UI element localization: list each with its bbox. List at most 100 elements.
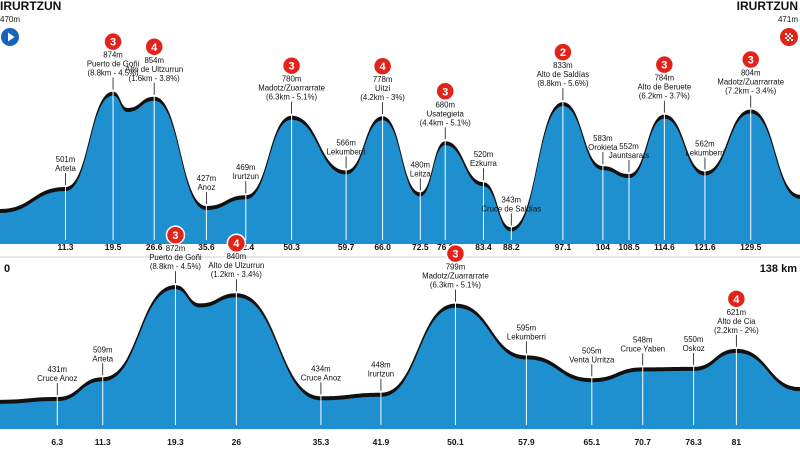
category-number: 4 <box>380 61 387 73</box>
point-name: Arteta <box>55 164 76 173</box>
point-climb-detail: (6.3km - 5.1%) <box>266 93 318 102</box>
top-profile-panel: 11.3 19.5 26.6 35.6 42.4 50.3 59.7 66.0 72.5 76.8… <box>0 31 800 252</box>
axis-start-label: 0 <box>4 263 10 275</box>
category-badge: 3 <box>435 81 455 102</box>
point-altitude: 784m <box>655 74 675 83</box>
point-name: Jauntsarats <box>609 151 649 160</box>
point-name: Leitza <box>410 169 431 178</box>
point-name: Alto de Cia <box>717 317 756 326</box>
point-altitude: 780m <box>282 75 302 84</box>
point-altitude: 595m <box>517 323 537 332</box>
point-name: Lekumberri <box>327 147 366 156</box>
tick-label: 57.9 <box>518 437 535 447</box>
point-name: Ezkurra <box>470 159 498 168</box>
point-name: Irurtzun <box>368 370 394 379</box>
tick-label: 6.3 <box>51 437 63 447</box>
point-altitude: 548m <box>633 335 653 344</box>
point-altitude: 583m <box>593 134 613 143</box>
profile-area <box>0 289 800 429</box>
point-altitude: 833m <box>553 61 573 70</box>
distance-axis: 0 138 km <box>0 256 800 275</box>
category-number: 4 <box>733 294 740 306</box>
point-name: Oskoz <box>683 344 705 353</box>
point-climb-detail: (2.2km - 2%) <box>714 326 759 335</box>
tick-label: 19.5 <box>105 242 122 252</box>
point-name: Cruce de Saldías <box>481 204 541 213</box>
axis-end-label: 138 km <box>760 263 798 275</box>
category-badge: 4 <box>226 233 247 253</box>
point-name: Alto de Saldías <box>537 70 590 79</box>
point-altitude: 874m <box>103 51 123 60</box>
point-name: Madotz/Zuarrarrate <box>422 272 489 281</box>
point-name: Uitzi <box>375 84 390 93</box>
tick-label: 50.1 <box>447 437 464 447</box>
point-altitude: 562m <box>695 139 715 148</box>
category-number: 3 <box>172 230 178 242</box>
category-badge: 3 <box>165 225 186 245</box>
tick-label: 11.3 <box>57 242 73 252</box>
point-altitude: 799m <box>446 263 466 272</box>
category-badge: 3 <box>654 54 675 75</box>
category-badge: 4 <box>144 37 164 57</box>
category-badge: 4 <box>726 289 747 309</box>
profile-base <box>0 425 800 429</box>
category-badge: 3 <box>740 49 761 70</box>
point-altitude: 448m <box>371 361 391 370</box>
tick-label: 35.6 <box>198 242 215 252</box>
point-name: Madotz/Zuarrarrate <box>258 84 325 93</box>
point-climb-detail: (6.3km - 5.1%) <box>430 281 482 290</box>
tick-label: 104 <box>596 242 610 252</box>
tick-label: 41.9 <box>373 437 390 447</box>
category-badge: 2 <box>553 42 573 62</box>
tick-label: 70.7 <box>634 437 651 447</box>
point-altitude: 621m <box>727 308 747 317</box>
point-altitude: 501m <box>56 155 76 164</box>
point-altitude: 431m <box>48 365 68 374</box>
tick-label: 129.5 <box>740 242 762 252</box>
point-name: Cruce Yaben <box>620 344 665 353</box>
point-name: Irurtzun <box>233 172 259 181</box>
point-name: Venta Urritza <box>569 355 615 364</box>
point-altitude: 854m <box>144 56 164 65</box>
finish-location-name: IRURTZUN <box>736 0 798 13</box>
tick-label: 26.6 <box>146 242 163 252</box>
point-climb-detail: (8.8km - 5.6%) <box>537 79 589 88</box>
tick-label: 19.3 <box>167 437 184 447</box>
point-altitude: 434m <box>311 364 331 373</box>
tick-label: 108.5 <box>618 242 640 252</box>
profile-base <box>0 240 800 244</box>
point-altitude: 505m <box>582 346 602 355</box>
category-badge: 3 <box>103 31 123 52</box>
point-name: Cruce Anoz <box>37 374 77 383</box>
point-altitude: 509m <box>93 345 113 354</box>
tick-label: 97.1 <box>555 242 572 252</box>
tick-label: 76.8 <box>437 242 454 252</box>
bottom-profile-panel: 6.3 11.3 19.3 26 35.3 41.9 50.1 57.9 65.1 70.7 76.… <box>0 225 800 447</box>
point-name: Usategieta <box>427 109 465 118</box>
point-name: Orokieta <box>588 143 618 152</box>
tick-label: 81 <box>732 437 742 447</box>
point-altitude: 680m <box>435 100 455 109</box>
tick-label: 83.4 <box>475 242 492 252</box>
tick-label: 66.0 <box>374 242 391 252</box>
tick-label: 76.3 <box>685 437 702 447</box>
point-name: Alto de Beruete <box>637 83 691 92</box>
point-name: Arteta <box>92 354 113 363</box>
tick-label: 88.2 <box>503 242 520 252</box>
tick-label: 42.4 <box>238 242 255 252</box>
point-altitude: 566m <box>336 138 356 147</box>
point-altitude: 550m <box>684 335 704 344</box>
play-arrow-icon <box>1 28 19 46</box>
category-number: 3 <box>289 61 295 73</box>
category-number: 3 <box>748 55 754 67</box>
point-altitude: 552m <box>619 142 639 151</box>
category-badge: 4 <box>372 56 393 76</box>
profile-area <box>0 95 800 244</box>
point-climb-detail: (6.2km - 3.7%) <box>639 92 691 101</box>
point-name: Madotz/Zuarrarrate <box>717 78 784 87</box>
start-altitude: 470m <box>0 15 21 24</box>
point-climb-detail: (8.8km - 4.5%) <box>150 262 202 271</box>
point-altitude: 872m <box>166 244 186 253</box>
point-altitude: 840m <box>227 252 247 261</box>
point-altitude: 480m <box>411 160 431 169</box>
